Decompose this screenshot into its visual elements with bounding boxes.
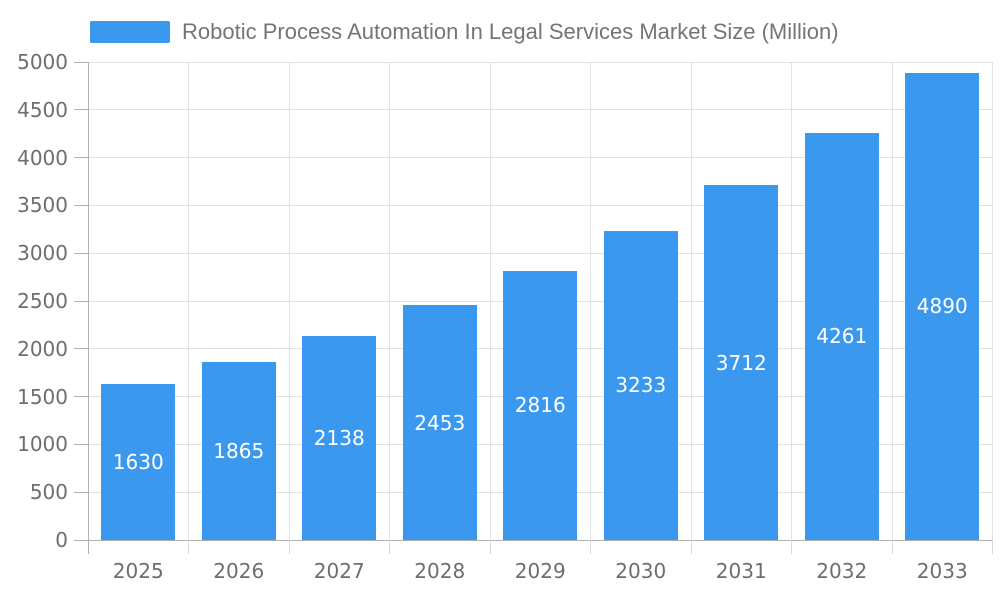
y-axis-tick [74,396,88,398]
x-axis-tick [791,540,792,554]
gridline-horizontal [88,61,993,63]
x-axis-line [88,539,993,541]
x-axis-label: 2025 [112,559,164,583]
y-axis-tick [74,443,88,445]
bar-value-label: 2453 [414,410,466,435]
x-axis-label: 2030 [615,559,667,583]
x-axis-tick [690,540,692,554]
x-axis-label: 2029 [514,559,566,583]
bar-2029[interactable] [503,270,578,540]
bar-2025[interactable] [101,384,176,540]
y-axis-label: 4500 [17,97,68,122]
y-axis-label: 4000 [17,145,68,170]
bar-2026[interactable] [201,361,276,540]
y-axis-line [87,62,89,554]
y-axis-tick [74,252,88,254]
bar-value-label: 1630 [112,450,164,475]
y-axis-label: 0 [55,528,68,552]
bar-value-label: 1865 [213,438,265,463]
gridline-vertical [690,62,692,540]
x-axis-tick [288,540,290,554]
x-axis-label: 2026 [213,559,265,583]
x-axis-tick [489,540,491,554]
gridline-horizontal [88,157,993,159]
y-axis-label: 3500 [17,193,68,218]
y-axis-tick [74,61,88,63]
y-axis-tick [74,204,88,206]
x-axis-tick [992,540,993,554]
gridline-vertical [891,62,893,540]
gridline-vertical [992,62,993,540]
y-axis-tick [74,157,88,159]
x-axis-label: 2032 [816,559,868,583]
gridline-horizontal [88,252,993,254]
y-axis-tick [74,491,88,493]
x-axis-label: 2028 [414,559,466,583]
y-axis-label: 5000 [17,50,68,74]
bar-value-label: 3233 [615,373,667,398]
y-axis-tick [74,539,88,541]
y-axis-label: 2000 [17,336,68,361]
y-axis-label: 2500 [17,289,68,313]
gridline-horizontal [88,109,993,111]
y-axis-label: 1500 [17,384,68,409]
bar-value-label: 2816 [514,393,566,418]
bar-value-label: 4890 [916,294,968,319]
y-axis-tick [74,109,88,111]
y-axis-label: 1000 [17,432,68,457]
x-axis-label: 2027 [313,559,365,583]
x-axis-label: 2033 [916,559,968,583]
bar-value-label: 3712 [715,350,767,375]
gridline-vertical [389,62,390,540]
x-axis-tick [590,540,591,554]
bar-2031[interactable] [704,185,779,540]
bar-2028[interactable] [402,305,477,540]
y-axis-label: 3000 [17,241,68,266]
x-axis-tick [891,540,893,554]
x-axis-tick [389,540,390,554]
bar-2030[interactable] [603,230,678,540]
y-axis-label: 500 [29,480,68,505]
x-axis-label: 2031 [715,559,767,583]
bar-2032[interactable] [804,132,879,540]
gridline-vertical [188,62,189,540]
bar-value-label: 2138 [313,425,365,450]
legend-swatch-icon [90,21,170,43]
y-axis-tick [74,300,88,302]
gridline-vertical [590,62,591,540]
gridline-vertical [489,62,491,540]
x-axis-tick [188,540,189,554]
gridline-vertical [791,62,792,540]
legend-item[interactable]: Robotic Process Automation In Legal Serv… [90,21,839,43]
bar-2027[interactable] [302,335,377,540]
y-axis-tick [74,348,88,350]
bar-2033[interactable] [905,72,980,540]
gridline-horizontal [88,204,993,206]
bar-value-label: 4261 [816,324,868,349]
legend-label: Robotic Process Automation In Legal Serv… [182,19,839,44]
gridline-vertical [288,62,290,540]
